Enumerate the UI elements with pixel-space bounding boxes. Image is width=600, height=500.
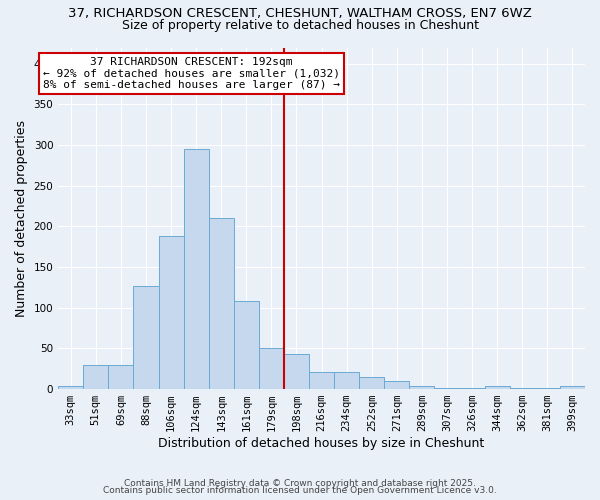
Bar [359,377,385,389]
Bar [460,388,485,389]
Bar [485,386,510,389]
Bar [309,372,334,389]
Text: Size of property relative to detached houses in Cheshunt: Size of property relative to detached ho… [121,19,479,32]
Bar [158,236,184,389]
Bar [133,286,158,389]
Bar [234,301,259,389]
Text: Contains HM Land Registry data © Crown copyright and database right 2025.: Contains HM Land Registry data © Crown c… [124,478,476,488]
Text: 37, RICHARDSON CRESCENT, CHESHUNT, WALTHAM CROSS, EN7 6WZ: 37, RICHARDSON CRESCENT, CHESHUNT, WALTH… [68,8,532,20]
Bar [334,372,359,389]
Text: Contains public sector information licensed under the Open Government Licence v3: Contains public sector information licen… [103,486,497,495]
Bar [284,354,309,389]
Text: 37 RICHARDSON CRESCENT: 192sqm
← 92% of detached houses are smaller (1,032)
8% o: 37 RICHARDSON CRESCENT: 192sqm ← 92% of … [43,58,340,90]
Bar [209,218,234,389]
Bar [560,386,585,389]
Bar [109,364,133,389]
Bar [535,388,560,389]
Bar [385,381,409,389]
Bar [184,149,209,389]
Bar [510,388,535,389]
Bar [58,386,83,389]
Bar [409,386,434,389]
Y-axis label: Number of detached properties: Number of detached properties [15,120,28,317]
Bar [434,388,460,389]
Bar [259,348,284,389]
Bar [83,366,109,389]
X-axis label: Distribution of detached houses by size in Cheshunt: Distribution of detached houses by size … [158,437,485,450]
